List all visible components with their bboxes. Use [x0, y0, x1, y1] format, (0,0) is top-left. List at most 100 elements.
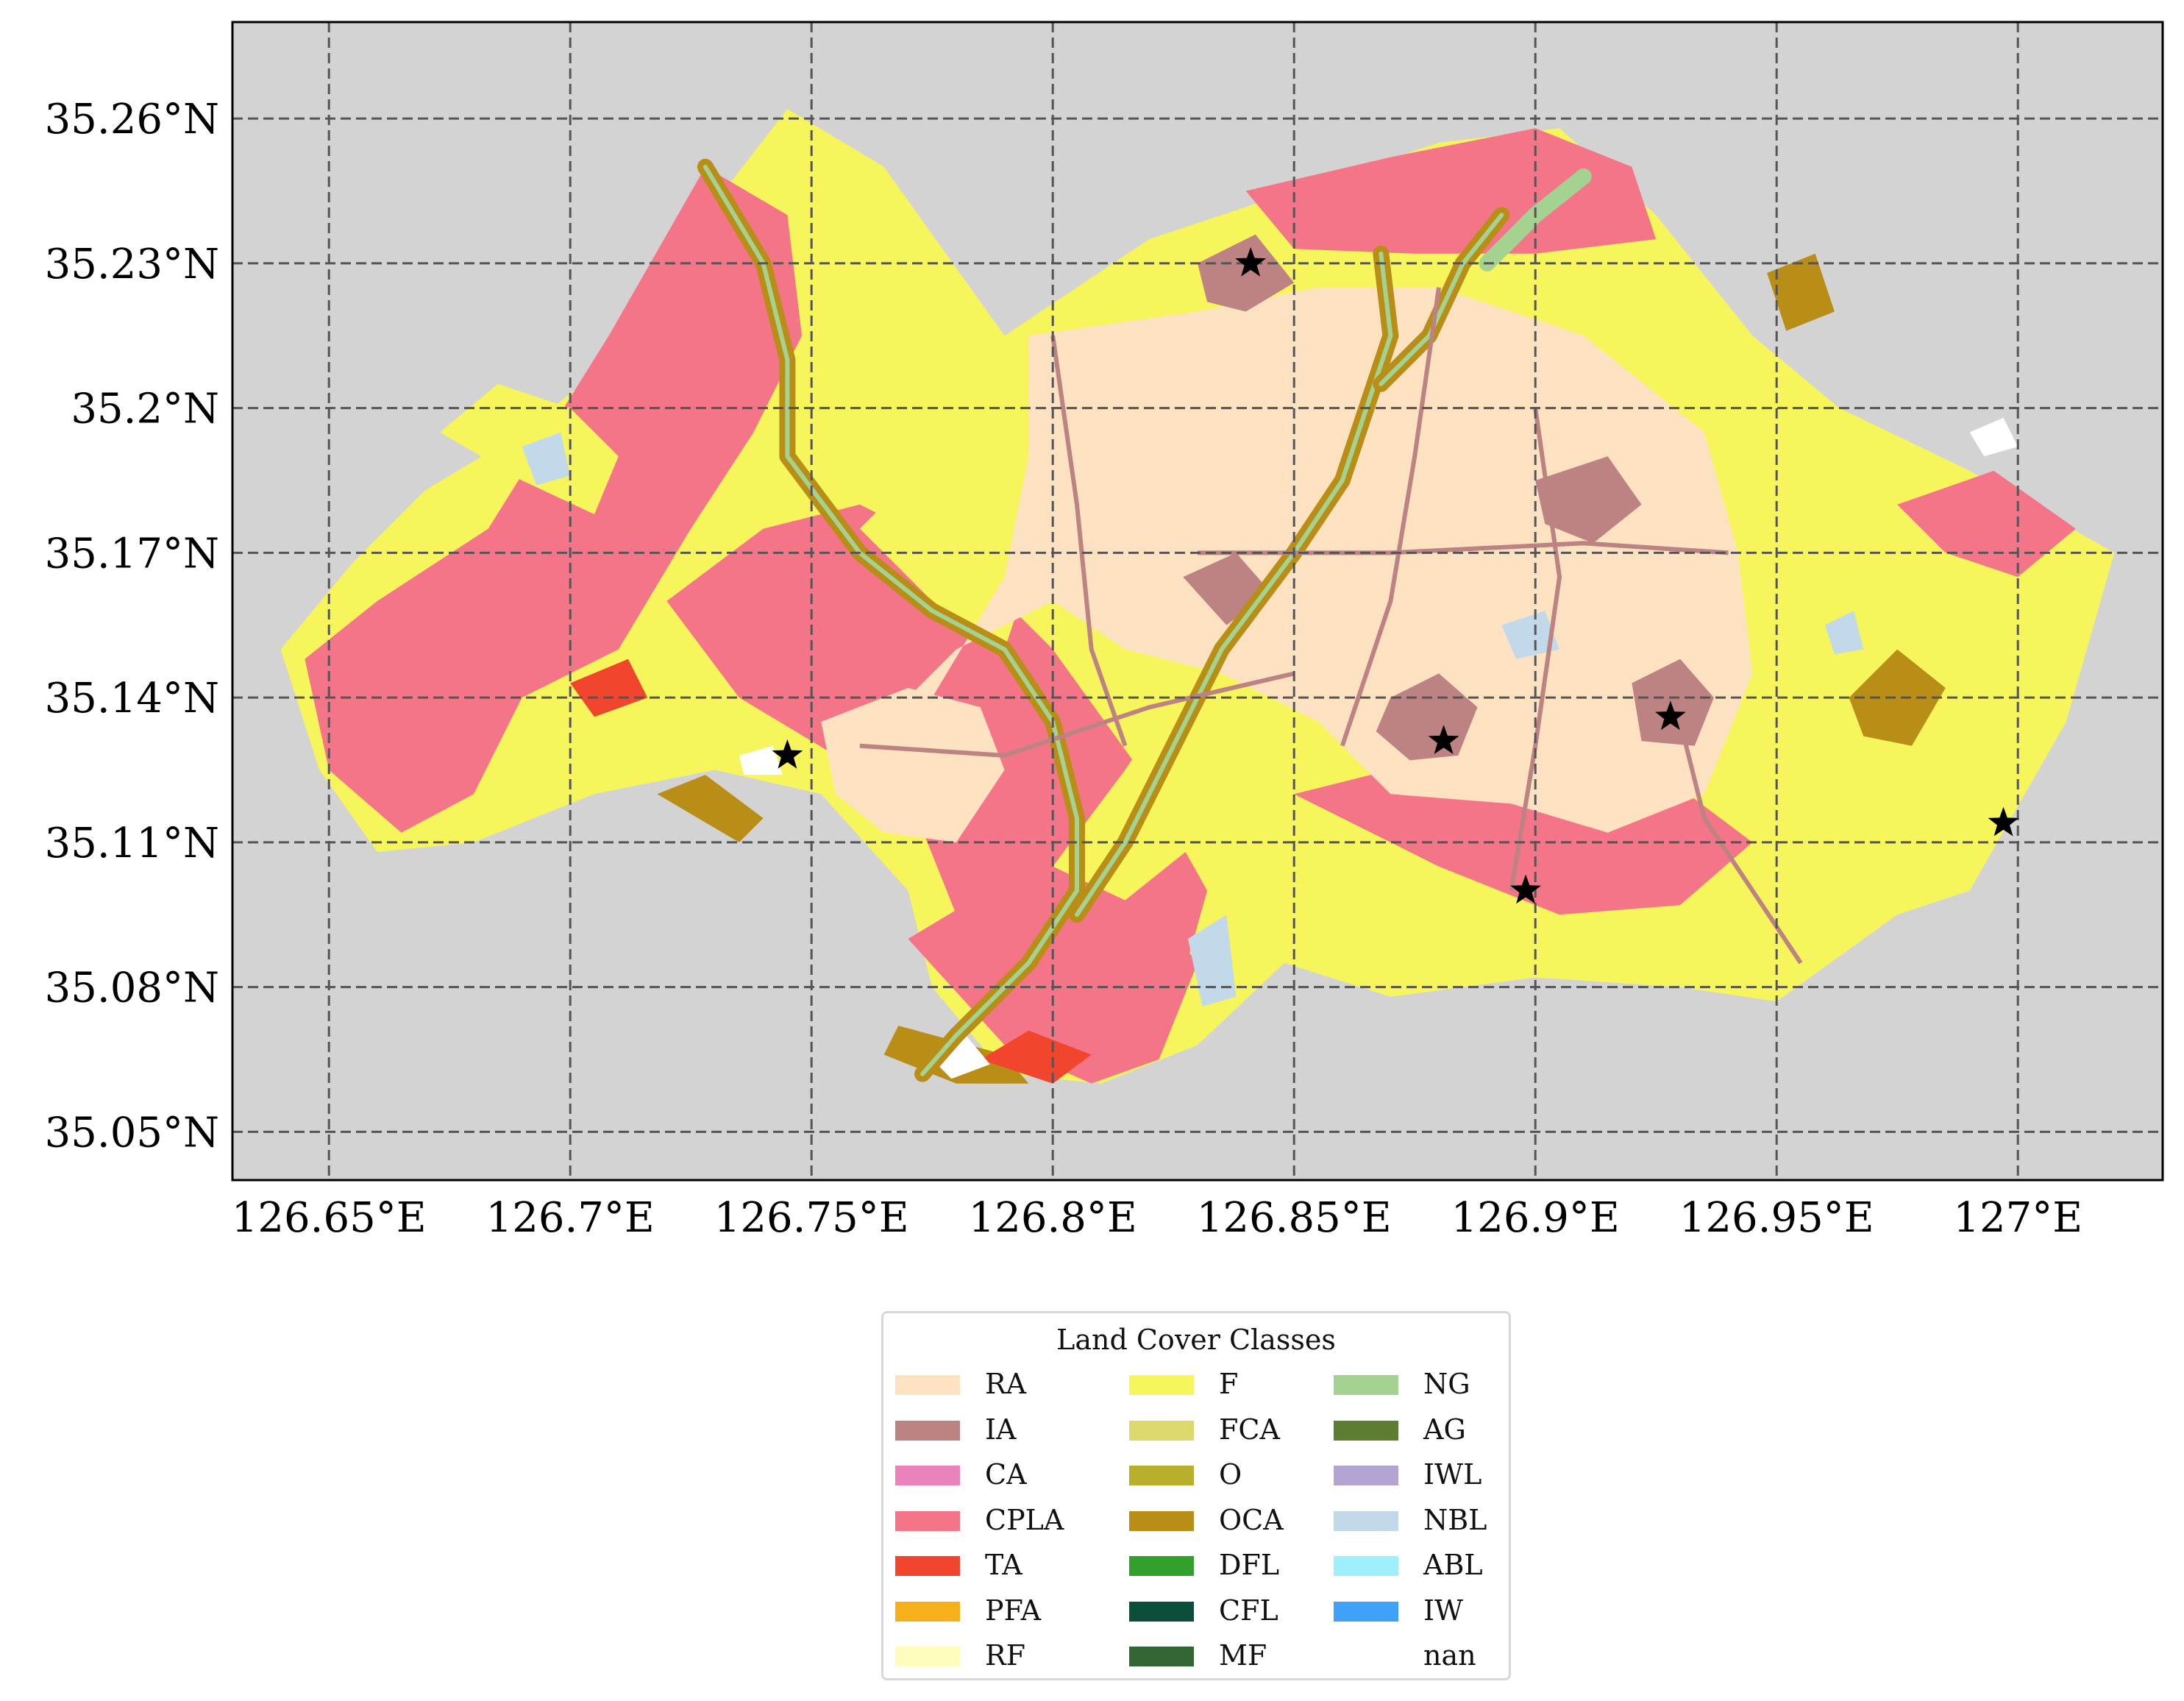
- legend-swatch: [895, 1556, 960, 1576]
- legend-swatch: [1129, 1375, 1194, 1395]
- land-cover-region-oca: [1767, 253, 1835, 331]
- lon-tick-label: 126.85°E: [1197, 1194, 1392, 1242]
- lat-tick-label: 35.11°N: [45, 820, 219, 867]
- lon-tick-labels: 126.65°E 126.7°E 126.75°E 126.8°E 126.85°E 12…: [232, 1194, 2082, 1242]
- legend-label: CFL: [1219, 1594, 1278, 1627]
- legend-swatch: [1334, 1375, 1398, 1395]
- legend-label: DFL: [1219, 1549, 1280, 1581]
- road-line: [1050, 335, 1128, 747]
- legend-label: ABL: [1423, 1549, 1483, 1581]
- lat-tick-label: 35.26°N: [45, 96, 219, 143]
- map-frame: [231, 21, 2164, 1182]
- station-star-icon: [1988, 806, 2019, 837]
- legend-swatch: [1129, 1647, 1194, 1666]
- lat-tick-label: 35.17°N: [45, 530, 219, 578]
- legend-swatch: [1129, 1420, 1194, 1441]
- land-cover-region-nan: [1969, 417, 2018, 457]
- legend-swatch: [1334, 1556, 1398, 1576]
- legend-swatch: [1334, 1510, 1398, 1531]
- legend-swatch: [1334, 1420, 1398, 1441]
- land-cover-region-cpla: [1245, 128, 1657, 254]
- legend-label: IWL: [1423, 1458, 1482, 1491]
- legend-label: IW: [1423, 1594, 1464, 1627]
- land-cover-region-ra: [859, 287, 1753, 833]
- lat-tick-label: 35.2°N: [71, 386, 219, 433]
- land-cover-region-ra: [821, 688, 1005, 842]
- legend-label: F: [1219, 1368, 1239, 1400]
- land-cover-region-nan: [932, 1035, 990, 1079]
- road-layer: [859, 287, 1803, 965]
- legend-label: AG: [1423, 1413, 1466, 1446]
- land-cover-region-ta: [980, 1030, 1092, 1084]
- legend-label: CA: [985, 1458, 1027, 1491]
- land-cover-region-ia: [1632, 658, 1714, 746]
- legend-swatch: [1334, 1601, 1398, 1622]
- lon-tick-label: 126.7°E: [486, 1194, 655, 1242]
- legend-label: nan: [1423, 1639, 1476, 1672]
- land-cover-region-ta: [570, 658, 648, 717]
- legend-swatch: [895, 1601, 960, 1622]
- legend-label: FCA: [1219, 1413, 1280, 1446]
- lon-tick-label: 126.65°E: [232, 1194, 427, 1242]
- legend-swatch: [895, 1510, 960, 1531]
- legend-swatch: [895, 1647, 960, 1666]
- land-cover-region-nbl: [1824, 611, 1864, 655]
- lat-tick-label: 35.14°N: [45, 675, 219, 722]
- station-star-icon: [1510, 874, 1541, 904]
- station-star-icon: [772, 739, 803, 769]
- legend-swatch: [1334, 1466, 1398, 1485]
- land-cover-region-cpla: [1897, 470, 2076, 578]
- legend-swatch: [1129, 1601, 1194, 1622]
- lon-tick-label: 127°E: [1953, 1194, 2082, 1242]
- road-line: [1340, 287, 1441, 747]
- land-cover-region-nbl: [1501, 611, 1559, 659]
- river-channel: [1379, 213, 1504, 386]
- road-line: [859, 671, 1295, 758]
- legend-label: NBL: [1423, 1503, 1487, 1536]
- station-star-icon: [1235, 246, 1267, 277]
- legend-label: NG: [1423, 1368, 1470, 1400]
- legend-title: Land Cover Classes: [1056, 1324, 1336, 1356]
- land-cover-region-nan: [739, 745, 783, 775]
- lat-tick-labels: 35.05°N 35.08°N 35.11°N 35.14°N 35.17°N 35.2°…: [45, 96, 219, 1157]
- lon-tick-label: 126.95°E: [1679, 1194, 1874, 1242]
- legend-swatch: [895, 1420, 960, 1441]
- lon-tick-label: 126.75°E: [714, 1194, 909, 1242]
- land-cover-region-oca: [657, 775, 764, 842]
- lat-tick-label: 35.05°N: [45, 1109, 219, 1157]
- station-star-icon: [1428, 725, 1459, 754]
- legend-label: CPLA: [985, 1503, 1064, 1536]
- legend-label: OCA: [1219, 1503, 1284, 1536]
- station-star-icon: [1655, 700, 1686, 731]
- legend-label: PFA: [985, 1594, 1042, 1627]
- legend-swatch: [1334, 1647, 1398, 1666]
- lon-tick-label: 126.9°E: [1451, 1194, 1620, 1242]
- lat-tick-label: 35.08°N: [45, 965, 219, 1012]
- legend-swatch: [895, 1375, 960, 1395]
- land-cover-region-nbl: [522, 432, 571, 486]
- road-line: [1509, 408, 1562, 891]
- river-channel: [702, 164, 1079, 1076]
- land-cover-region-cpla: [305, 166, 803, 833]
- gridlines: [232, 22, 2163, 1180]
- lon-tick-label: 126.8°E: [969, 1194, 1137, 1242]
- legend-swatch: [1129, 1556, 1194, 1576]
- legend-swatch: [1129, 1466, 1194, 1485]
- legend-swatch: [1129, 1510, 1194, 1531]
- lat-tick-label: 35.23°N: [45, 241, 219, 288]
- land-cover-layer: [280, 109, 2115, 1084]
- legend-label: MF: [1219, 1639, 1267, 1672]
- legend-label: O: [1219, 1458, 1242, 1491]
- land-cover-region-oca: [1849, 649, 1946, 746]
- legend-label: RF: [985, 1639, 1025, 1672]
- legend-label: IA: [985, 1413, 1017, 1446]
- legend-label: RA: [985, 1368, 1027, 1400]
- land-cover-region-ia: [1535, 456, 1642, 544]
- station-markers: [772, 246, 2019, 904]
- legend-label: TA: [985, 1549, 1022, 1581]
- land-cover-region-f: [859, 480, 1029, 650]
- land-cover-region-nbl: [1187, 915, 1237, 1006]
- land-cover-region-cpla: [908, 866, 1198, 1084]
- legend: Land Cover Classes RA IA CA CPLA TA PFA RF F FCA…: [881, 1311, 1511, 1680]
